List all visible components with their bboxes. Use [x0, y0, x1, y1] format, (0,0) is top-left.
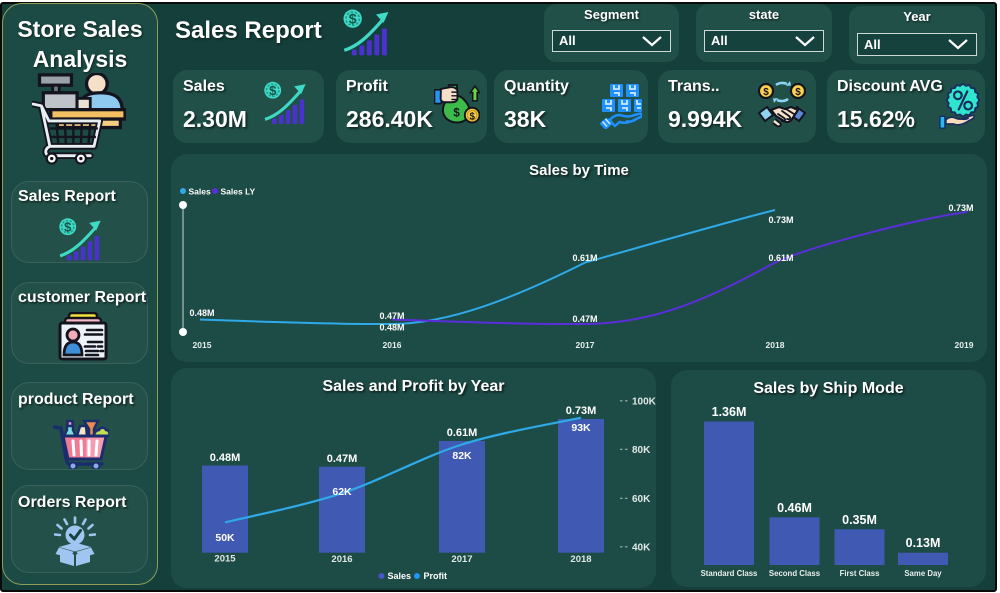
svg-text:0.73M: 0.73M — [768, 215, 793, 225]
svg-text:0.13M: 0.13M — [906, 536, 941, 550]
svg-text:$: $ — [795, 87, 801, 98]
svg-text:Second Class: Second Class — [769, 569, 821, 578]
svg-text:$: $ — [349, 12, 357, 28]
svg-text:Same Day: Same Day — [904, 569, 942, 578]
svg-text:First Class: First Class — [840, 569, 881, 578]
svg-text:2019: 2019 — [955, 340, 974, 350]
svg-text:2016: 2016 — [331, 554, 352, 565]
svg-text:0.47M: 0.47M — [379, 311, 404, 321]
svg-text:2015: 2015 — [193, 340, 212, 350]
svg-text:50K: 50K — [215, 532, 235, 544]
svg-text:100K: 100K — [632, 396, 656, 407]
svg-text:0.61M: 0.61M — [768, 253, 793, 263]
svg-text:0.48M: 0.48M — [379, 323, 404, 333]
svg-text:0.48M: 0.48M — [210, 452, 241, 464]
svg-text:Profit: Profit — [424, 571, 448, 581]
svg-text:0.73M: 0.73M — [566, 405, 597, 417]
svg-text:0.61M: 0.61M — [447, 427, 478, 439]
svg-text:0.48M: 0.48M — [189, 308, 214, 318]
svg-text:1.36M: 1.36M — [712, 405, 747, 419]
svg-text:Sales LY: Sales LY — [221, 187, 256, 197]
svg-text:0.73M: 0.73M — [948, 203, 973, 213]
svg-text:60K: 60K — [632, 494, 651, 505]
svg-text:0.61M: 0.61M — [572, 253, 597, 263]
svg-text:$: $ — [763, 87, 769, 98]
svg-text:2015: 2015 — [214, 554, 236, 565]
svg-text:Standard Class: Standard Class — [701, 569, 758, 578]
svg-text:2018: 2018 — [766, 340, 785, 350]
svg-text:2016: 2016 — [383, 340, 402, 350]
svg-text:2018: 2018 — [570, 554, 591, 565]
svg-text:0.47M: 0.47M — [327, 453, 358, 465]
svg-text:Sales: Sales — [388, 571, 412, 581]
svg-text:Sales: Sales — [189, 187, 211, 197]
svg-text:2017: 2017 — [451, 554, 472, 565]
svg-text:$: $ — [453, 108, 460, 120]
svg-text:$: $ — [64, 219, 72, 234]
svg-text:2017: 2017 — [576, 340, 595, 350]
svg-text:0.47M: 0.47M — [572, 314, 597, 324]
svg-text:0.35M: 0.35M — [842, 513, 877, 527]
svg-text:$: $ — [269, 83, 277, 98]
svg-text:80K: 80K — [632, 445, 651, 456]
svg-text:40K: 40K — [632, 542, 651, 553]
svg-text:$: $ — [469, 111, 475, 122]
svg-text:82K: 82K — [452, 450, 472, 462]
svg-text:93K: 93K — [571, 422, 591, 434]
svg-text:62K: 62K — [332, 486, 352, 498]
svg-text:0.46M: 0.46M — [777, 501, 812, 515]
